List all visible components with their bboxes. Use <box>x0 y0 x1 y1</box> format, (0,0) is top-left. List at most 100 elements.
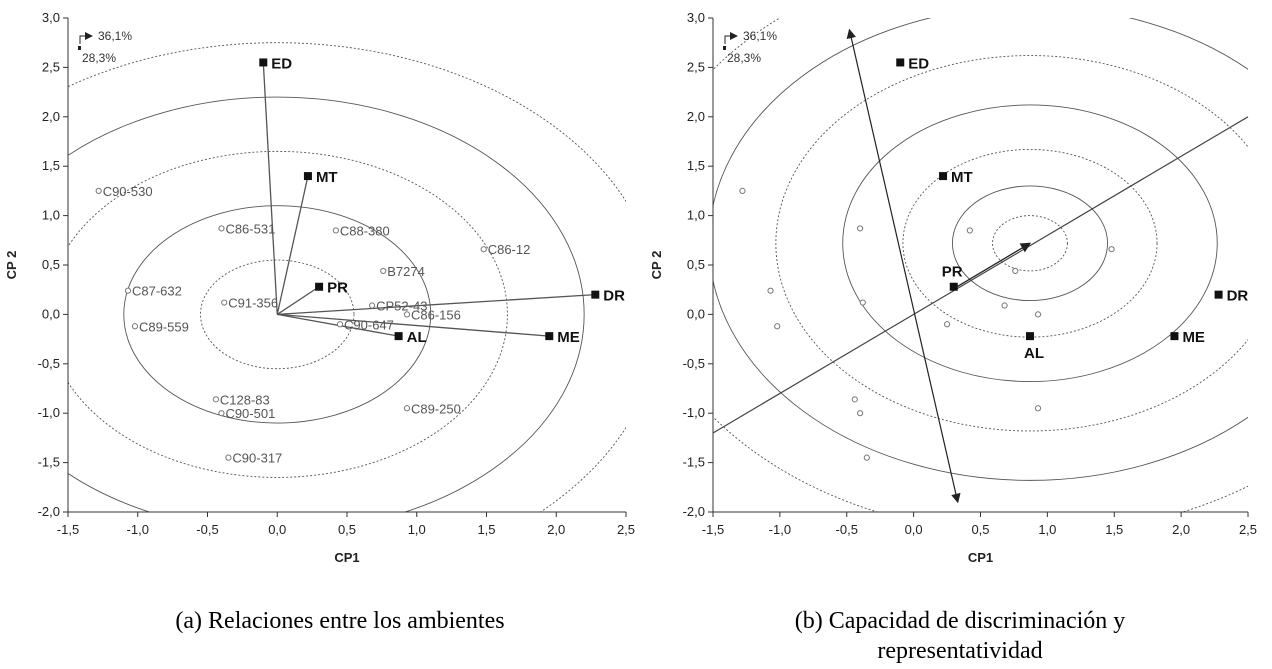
x-tick-label: -1,5 <box>57 522 79 537</box>
genotype-point <box>336 321 344 328</box>
genotype-point <box>859 299 866 306</box>
variance-marker <box>78 46 81 50</box>
environment-point <box>949 282 958 291</box>
genotype-point <box>95 187 102 194</box>
y-tick-label: 3,0 <box>687 10 705 25</box>
concentric-circle <box>68 42 626 512</box>
genotype-point <box>403 405 411 412</box>
genotype-point <box>380 267 387 275</box>
genotype-point <box>225 454 232 461</box>
concentric-circle <box>902 148 1158 338</box>
x-tick-label: 0,5 <box>338 522 356 537</box>
y-tick-label: 2,5 <box>42 59 60 74</box>
environment-label: ME <box>557 329 580 346</box>
genotype-point <box>212 396 219 403</box>
x-tick-label: -1,0 <box>769 522 791 537</box>
environment-point <box>1214 290 1223 299</box>
environment-vector <box>277 313 550 337</box>
genotype-label: B7274 <box>387 264 425 279</box>
genotype-point <box>1034 311 1042 318</box>
genotype-label: C89-559 <box>139 319 189 334</box>
x-tick-label: 0,0 <box>905 522 923 537</box>
genotype-point <box>1012 267 1019 275</box>
genotype-label: C90-317 <box>232 451 282 466</box>
genotype-point <box>218 410 225 417</box>
y-tick-label: 0,5 <box>687 257 705 272</box>
variance-cp2: 28,3% <box>727 51 761 65</box>
concentric-circle <box>200 259 355 370</box>
y-tick-label: 1,0 <box>687 208 705 223</box>
x-tick-label: 1,5 <box>477 522 495 537</box>
y-tick-label: -1,0 <box>38 405 60 420</box>
environment-point <box>1170 332 1179 341</box>
concentric-circle <box>951 185 1109 302</box>
genotype-point <box>131 323 139 330</box>
environment-label: DR <box>1227 288 1249 305</box>
environment-point <box>303 172 312 181</box>
caption-b-line2: representatividad <box>877 638 1043 664</box>
y-tick-label: 1,0 <box>42 208 60 223</box>
genotype-label: C128-83 <box>220 392 270 407</box>
genotype-point <box>863 454 870 461</box>
variance-arrow <box>724 32 738 44</box>
y-tick-label: 2,0 <box>687 109 705 124</box>
environment-label: PR <box>942 264 963 281</box>
genotype-label: C86-12 <box>488 242 531 257</box>
concentric-circle <box>68 96 585 512</box>
environment-label: AL <box>1024 345 1044 362</box>
variance-cp1: 36,1% <box>98 29 132 43</box>
y-tick-label: -1,5 <box>683 455 705 470</box>
genotype-label: C90-647 <box>344 317 394 332</box>
x-tick-label: -0,5 <box>836 522 858 537</box>
x-tick-label: 0,0 <box>268 522 286 537</box>
average-environment-arrow <box>953 242 1032 290</box>
y-tick-label: 0,0 <box>687 306 705 321</box>
genotype-point <box>857 410 864 417</box>
y-tick-label: 0,5 <box>42 257 60 272</box>
environment-vector <box>262 62 278 315</box>
environment-label: ED <box>271 55 292 72</box>
perpendicular-arrow-up <box>846 28 905 267</box>
concentric-circle <box>992 215 1068 272</box>
y-tick-label: 0,0 <box>42 306 60 321</box>
genotype-label: C86-156 <box>411 307 461 322</box>
genotype-point <box>221 299 228 306</box>
genotype-label: C91-356 <box>228 296 278 311</box>
genotype-point <box>218 225 225 232</box>
genotype-point <box>480 246 487 253</box>
y-tick-label: -0,5 <box>683 356 705 371</box>
x-tick-label: 2,5 <box>1239 522 1257 537</box>
x-tick-label: 1,0 <box>1038 522 1056 537</box>
y-tick-label: 1,5 <box>687 158 705 173</box>
biplot-b: -2,0 -1,5 -1,0 -0,5 0,0 0,5 1,0 1,5 2,0 2,5 3,0 -1,… <box>649 10 1257 565</box>
x-tick-label: 2,5 <box>617 522 635 537</box>
x-tick-label: 2,0 <box>1172 522 1190 537</box>
genotype-label: C87-632 <box>132 284 182 299</box>
x-tick-label: -0,5 <box>196 522 218 537</box>
y-tick-label: 2,5 <box>687 59 705 74</box>
y-tick-label: -1,5 <box>38 455 60 470</box>
genotype-label: CP52-43 <box>376 299 427 314</box>
variance-marker <box>723 46 726 50</box>
y-axis-title: CP 2 <box>649 251 664 280</box>
genotype-point <box>943 321 951 328</box>
y-tick-label: 1,5 <box>42 158 60 173</box>
y-axis-title: CP 2 <box>4 251 19 280</box>
concentric-circle <box>123 205 432 424</box>
biplot-a: -2,0 -1,5 -1,0 -0,5 0,0 0,5 1,0 1,5 2,0 2,5 3,0 -1,… <box>4 10 635 565</box>
environment-vector <box>276 286 320 315</box>
genotype-point <box>739 187 746 194</box>
environment-vector <box>276 175 309 315</box>
x-tick-label: -1,5 <box>702 522 724 537</box>
genotype-label: C86-531 <box>225 221 275 236</box>
genotype-point <box>966 227 973 234</box>
perpendicular-arrow-down <box>903 265 961 504</box>
genotype-point <box>332 227 339 234</box>
environment-point <box>591 290 600 299</box>
x-tick-label: 1,5 <box>1105 522 1123 537</box>
y-tick-label: -2,0 <box>683 504 705 519</box>
plot-area <box>713 18 1248 512</box>
genotype-point <box>857 225 864 232</box>
genotype-point <box>767 287 774 294</box>
variance-cp2: 28,3% <box>82 51 116 65</box>
